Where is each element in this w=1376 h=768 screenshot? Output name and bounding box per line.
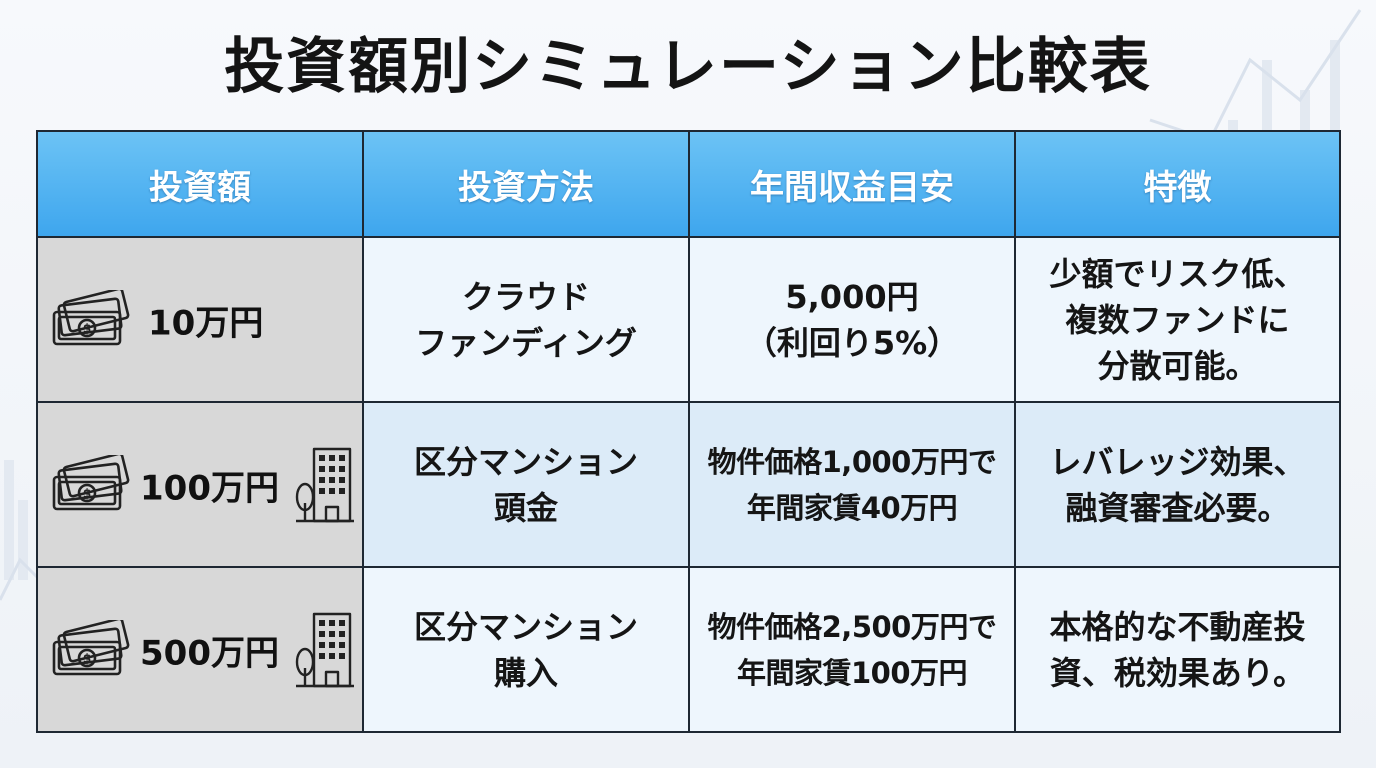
- header-investment-amount: 投資額: [36, 130, 364, 238]
- investment-amount: 10万円: [148, 303, 264, 343]
- feature-line: レバレッジ効果、: [1049, 442, 1306, 481]
- header-annual-income: 年間収益目安: [688, 130, 1016, 238]
- page-title: 投資額別シミュレーション比較表: [224, 32, 1152, 102]
- income-line: 5,000円: [785, 277, 919, 316]
- method-cell: 区分マンション 頭金: [362, 401, 690, 568]
- amount-cell: $ 500万円: [36, 566, 364, 733]
- method-line: クラウド: [461, 277, 590, 316]
- feature-line: 少額でリスク低、: [1049, 254, 1306, 293]
- method-line: 区分マンション: [413, 607, 638, 646]
- income-line: 年間家賃100万円: [736, 655, 968, 690]
- income-line: 物件価格1,000万円で: [707, 444, 997, 479]
- method-line: ファンディング: [415, 323, 637, 362]
- income-line: 物件価格2,500万円で: [707, 609, 997, 644]
- header-features: 特徴: [1014, 130, 1341, 238]
- income-line: （利回り5%）: [744, 323, 960, 362]
- method-line: 頭金: [493, 488, 558, 527]
- apartment-building-icon: [295, 447, 354, 522]
- header-row: 投資額 投資方法 年間収益目安 特徴: [36, 130, 1341, 238]
- banknote-icon: $: [52, 454, 130, 510]
- svg-text:$: $: [83, 321, 91, 335]
- investment-amount: 500万円: [140, 633, 279, 673]
- feature-line: 本格的な不動産投: [1049, 607, 1306, 646]
- method-cell: クラウド ファンディング: [362, 236, 690, 403]
- feature-line: 分散可能。: [1097, 346, 1258, 385]
- header-investment-method: 投資方法: [362, 130, 690, 238]
- feature-line: 複数ファンドに: [1065, 300, 1290, 339]
- investment-amount: 100万円: [140, 468, 279, 508]
- banknote-icon: $: [52, 619, 130, 675]
- feature-cell: レバレッジ効果、 融資審査必要。: [1014, 401, 1341, 568]
- income-cell: 物件価格1,000万円で 年間家賃40万円: [688, 401, 1016, 568]
- amount-cell: $ 100万円: [36, 401, 364, 568]
- method-cell: 区分マンション 購入: [362, 566, 690, 733]
- feature-cell: 本格的な不動産投 資、税効果あり。: [1014, 566, 1341, 733]
- feature-cell: 少額でリスク低、 複数ファンドに 分散可能。: [1014, 236, 1341, 403]
- svg-text:$: $: [83, 486, 91, 500]
- amount-cell: $ 10万円: [36, 236, 364, 403]
- feature-line: 資、税効果あり。: [1049, 653, 1306, 692]
- income-line: 年間家賃40万円: [746, 490, 958, 525]
- table-row: $ 10万円 クラウド ファンディング 5,000円 （利回り5%）: [36, 236, 1341, 403]
- table-row: $ 100万円: [36, 401, 1341, 568]
- income-cell: 物件価格2,500万円で 年間家賃100万円: [688, 566, 1016, 733]
- income-cell: 5,000円 （利回り5%）: [688, 236, 1016, 403]
- method-line: 購入: [493, 653, 558, 692]
- simulation-table: 投資額 投資方法 年間収益目安 特徴 $: [36, 130, 1341, 733]
- banknote-icon: $: [52, 289, 130, 345]
- method-line: 区分マンション: [413, 442, 638, 481]
- feature-line: 融資審査必要。: [1065, 488, 1290, 527]
- svg-text:$: $: [83, 651, 91, 665]
- apartment-building-icon: [295, 612, 354, 687]
- table-row: $ 500万円: [36, 566, 1341, 733]
